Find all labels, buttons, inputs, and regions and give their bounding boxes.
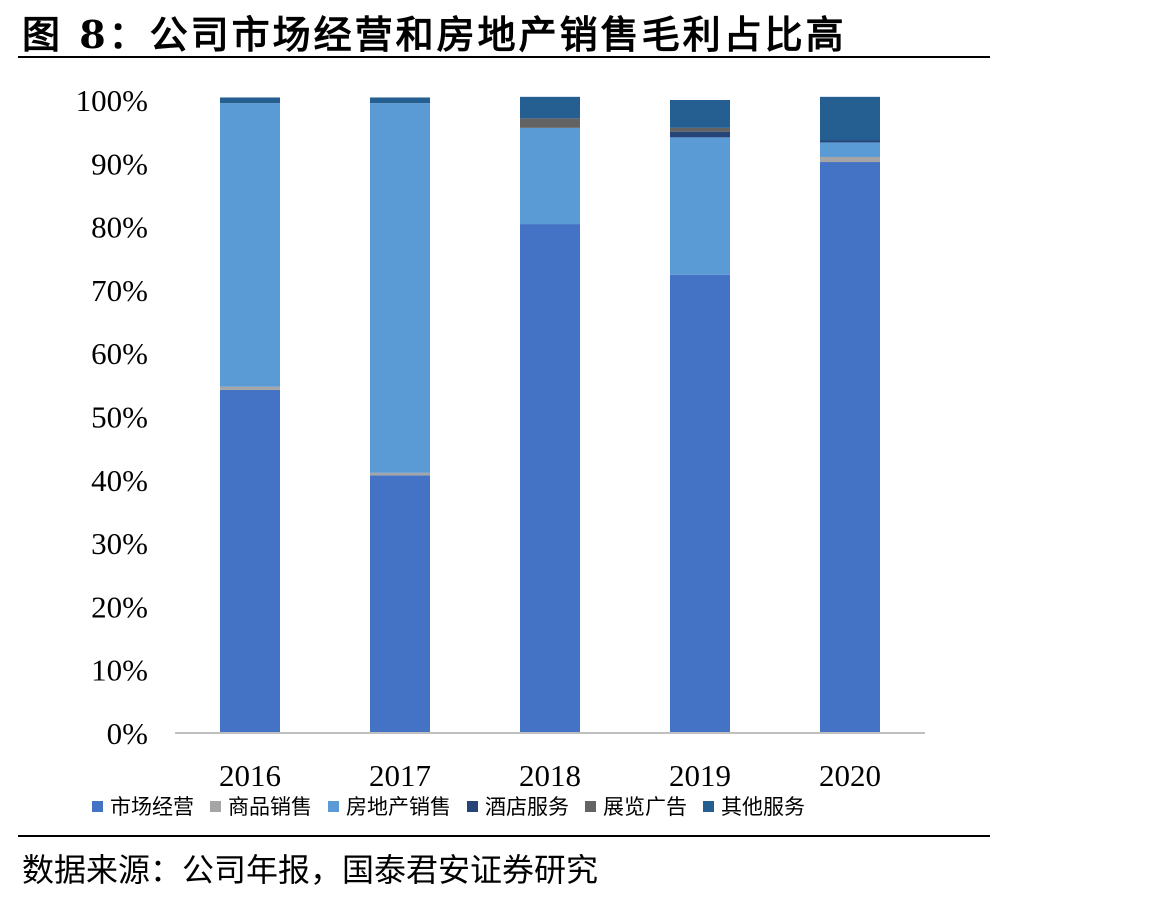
legend-swatch [328,800,339,812]
legend-swatch [92,800,103,812]
x-tick-label: 2019 [669,758,731,790]
legend-label: 展览广告 [603,795,687,819]
x-tick-label: 2016 [219,758,281,790]
bar-segment [520,127,580,225]
x-tick-label: 2020 [819,758,881,790]
legend-item: 酒店服务 [467,791,569,821]
stacked-bar-chart: 0% 10% 20% 30% 40% 50% 60% 70% 80% 90% 100% 2016 201… [76,83,925,790]
bar-segment [820,156,880,163]
bar-segment [820,142,880,157]
bar-segment [520,224,580,733]
bar-segment [520,96,580,119]
x-tick-label: 2018 [519,758,581,790]
bar-segment [220,97,280,104]
bar-segment [220,386,280,390]
y-tick-label: 30% [91,526,148,561]
legend-swatch [703,800,714,812]
y-tick-label: 10% [91,653,148,688]
y-tick-label: 0% [107,716,148,751]
legend-swatch [210,800,221,812]
source-rule [18,835,990,837]
y-tick-label: 20% [91,589,148,624]
legend-label: 市场经营 [110,795,194,819]
legend-item: 市场经营 [92,791,194,821]
legend-swatch [467,800,478,812]
bar-segment [820,140,880,143]
y-tick-label: 80% [91,210,148,245]
source-note: 数据来源：公司年报，国泰君安证券研究 [22,851,599,889]
legend-label: 商品销售 [228,795,312,819]
bar-segment [820,162,880,733]
y-tick-label: 50% [91,400,148,435]
bar-segment [520,118,580,128]
bar-segment [370,475,430,733]
legend-item: 其他服务 [703,791,805,821]
bar-segment [370,103,430,473]
chart-legend: 市场经营 商品销售 房地产销售 酒店服务 展览广告 其他服务 [92,791,821,821]
x-tick-label: 2017 [369,758,431,790]
legend-label: 其他服务 [721,795,805,819]
title-rule [18,56,990,58]
bar-segment [370,97,430,104]
bar-segment [220,389,280,733]
legend-item: 展览广告 [585,791,687,821]
bar-segment [370,472,430,476]
bar-segment [670,127,730,132]
y-tick-label: 40% [91,463,148,498]
bar-segment [670,137,730,275]
legend-label: 房地产销售 [346,795,451,819]
y-tick-label: 90% [91,146,148,181]
y-tick-label: 70% [91,273,148,308]
legend-item: 房地产销售 [328,791,451,821]
legend-item: 商品销售 [210,791,312,821]
figure-title: 图 8：公司市场经营和房地产销售毛利占比高 [22,12,847,57]
bar-segment [220,103,280,387]
bar-segment [670,100,730,128]
legend-swatch [585,800,596,812]
bar-segment [670,274,730,733]
legend-label: 酒店服务 [485,795,569,819]
y-tick-label: 60% [91,336,148,371]
bar-segment [820,96,880,141]
bar-segment [670,131,730,138]
y-tick-label: 100% [76,83,148,118]
